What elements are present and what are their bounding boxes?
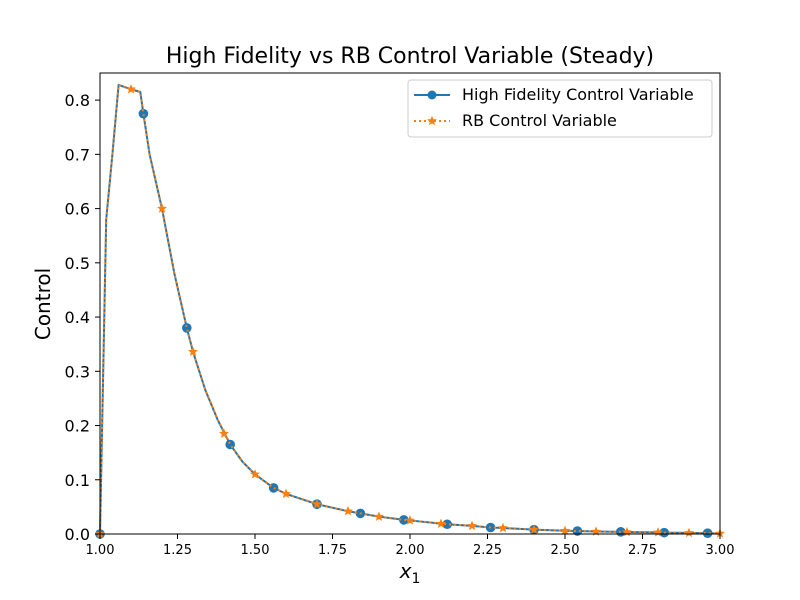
x-tick-label: 1.00: [86, 543, 115, 558]
data-point-high-fidelity: [442, 519, 453, 530]
y-tick-label: 0.5: [65, 254, 90, 273]
y-tick-label: 0.2: [65, 417, 90, 436]
data-point-rb: [157, 203, 167, 213]
legend-label-high-fidelity: High Fidelity Control Variable: [462, 85, 694, 104]
y-tick-label: 0.1: [65, 471, 90, 490]
data-point-rb: [529, 524, 539, 534]
x-axis-label: x1: [399, 559, 421, 587]
legend: High Fidelity Control Variable RB Contro…: [407, 79, 713, 138]
data-point-rb: [560, 525, 570, 535]
data-point-rb: [126, 84, 136, 94]
chart-title: High Fidelity vs RB Control Variable (St…: [166, 44, 654, 69]
x-tick-label: 1.75: [318, 543, 347, 558]
data-point-rb: [467, 520, 477, 531]
data-point-high-fidelity: [572, 526, 583, 536]
data-point-high-fidelity: [225, 439, 235, 450]
legend-box: [407, 79, 713, 138]
x-tick-label: 2.00: [396, 543, 425, 558]
data-point-high-fidelity: [182, 323, 192, 333]
x-tick-label: 1.25: [163, 543, 192, 558]
legend-marker-circle-icon: [427, 90, 437, 100]
data-point-rb: [405, 515, 415, 525]
data-point-high-fidelity: [399, 515, 409, 525]
y-axis: 0.0 0.1 0.2 0.3 0.4 0.5 0.6 0.7 0.8: [65, 91, 100, 544]
series-line-rb: [99, 83, 721, 535]
data-point-rb: [498, 522, 508, 533]
data-point-rb: [591, 526, 601, 536]
y-tick-label: 0.6: [65, 200, 90, 219]
x-tick-label: 2.50: [551, 543, 580, 558]
data-point-rb: [312, 498, 322, 509]
y-tick-label: 0.8: [65, 91, 90, 110]
data-point-high-fidelity: [702, 528, 713, 538]
y-tick-label: 0.4: [65, 308, 90, 327]
plot-area: [95, 72, 725, 539]
data-point-high-fidelity: [138, 108, 149, 119]
legend-marker-star-icon: [427, 115, 437, 126]
data-point-rb: [188, 346, 198, 356]
x-axis-label-subscript: 1: [411, 571, 420, 587]
x-axis: 1.00 1.25 1.50 1.75 2.00 2.25 2.50 2.75 3.00: [86, 534, 735, 558]
x-tick-label: 1.50: [241, 543, 270, 558]
series-layer: [95, 83, 725, 539]
x-axis-label-main: x: [399, 559, 412, 583]
data-point-rb: [281, 488, 291, 499]
data-point-rb: [684, 527, 694, 538]
data-point-rb: [219, 428, 229, 438]
data-point-rb: [374, 511, 384, 521]
y-tick-label: 0.7: [65, 145, 90, 164]
x-tick-label: 2.25: [473, 543, 502, 558]
data-point-rb: [343, 506, 353, 516]
legend-label-rb: RB Control Variable: [462, 111, 617, 130]
y-axis-label: Control: [31, 268, 55, 340]
y-tick-label: 0.0: [65, 525, 90, 544]
data-point-rb: [250, 469, 260, 479]
data-point-rb: [436, 518, 446, 528]
y-tick-label: 0.3: [65, 362, 90, 381]
x-tick-label: 3.00: [706, 543, 735, 558]
x-tick-label: 2.75: [628, 543, 657, 558]
